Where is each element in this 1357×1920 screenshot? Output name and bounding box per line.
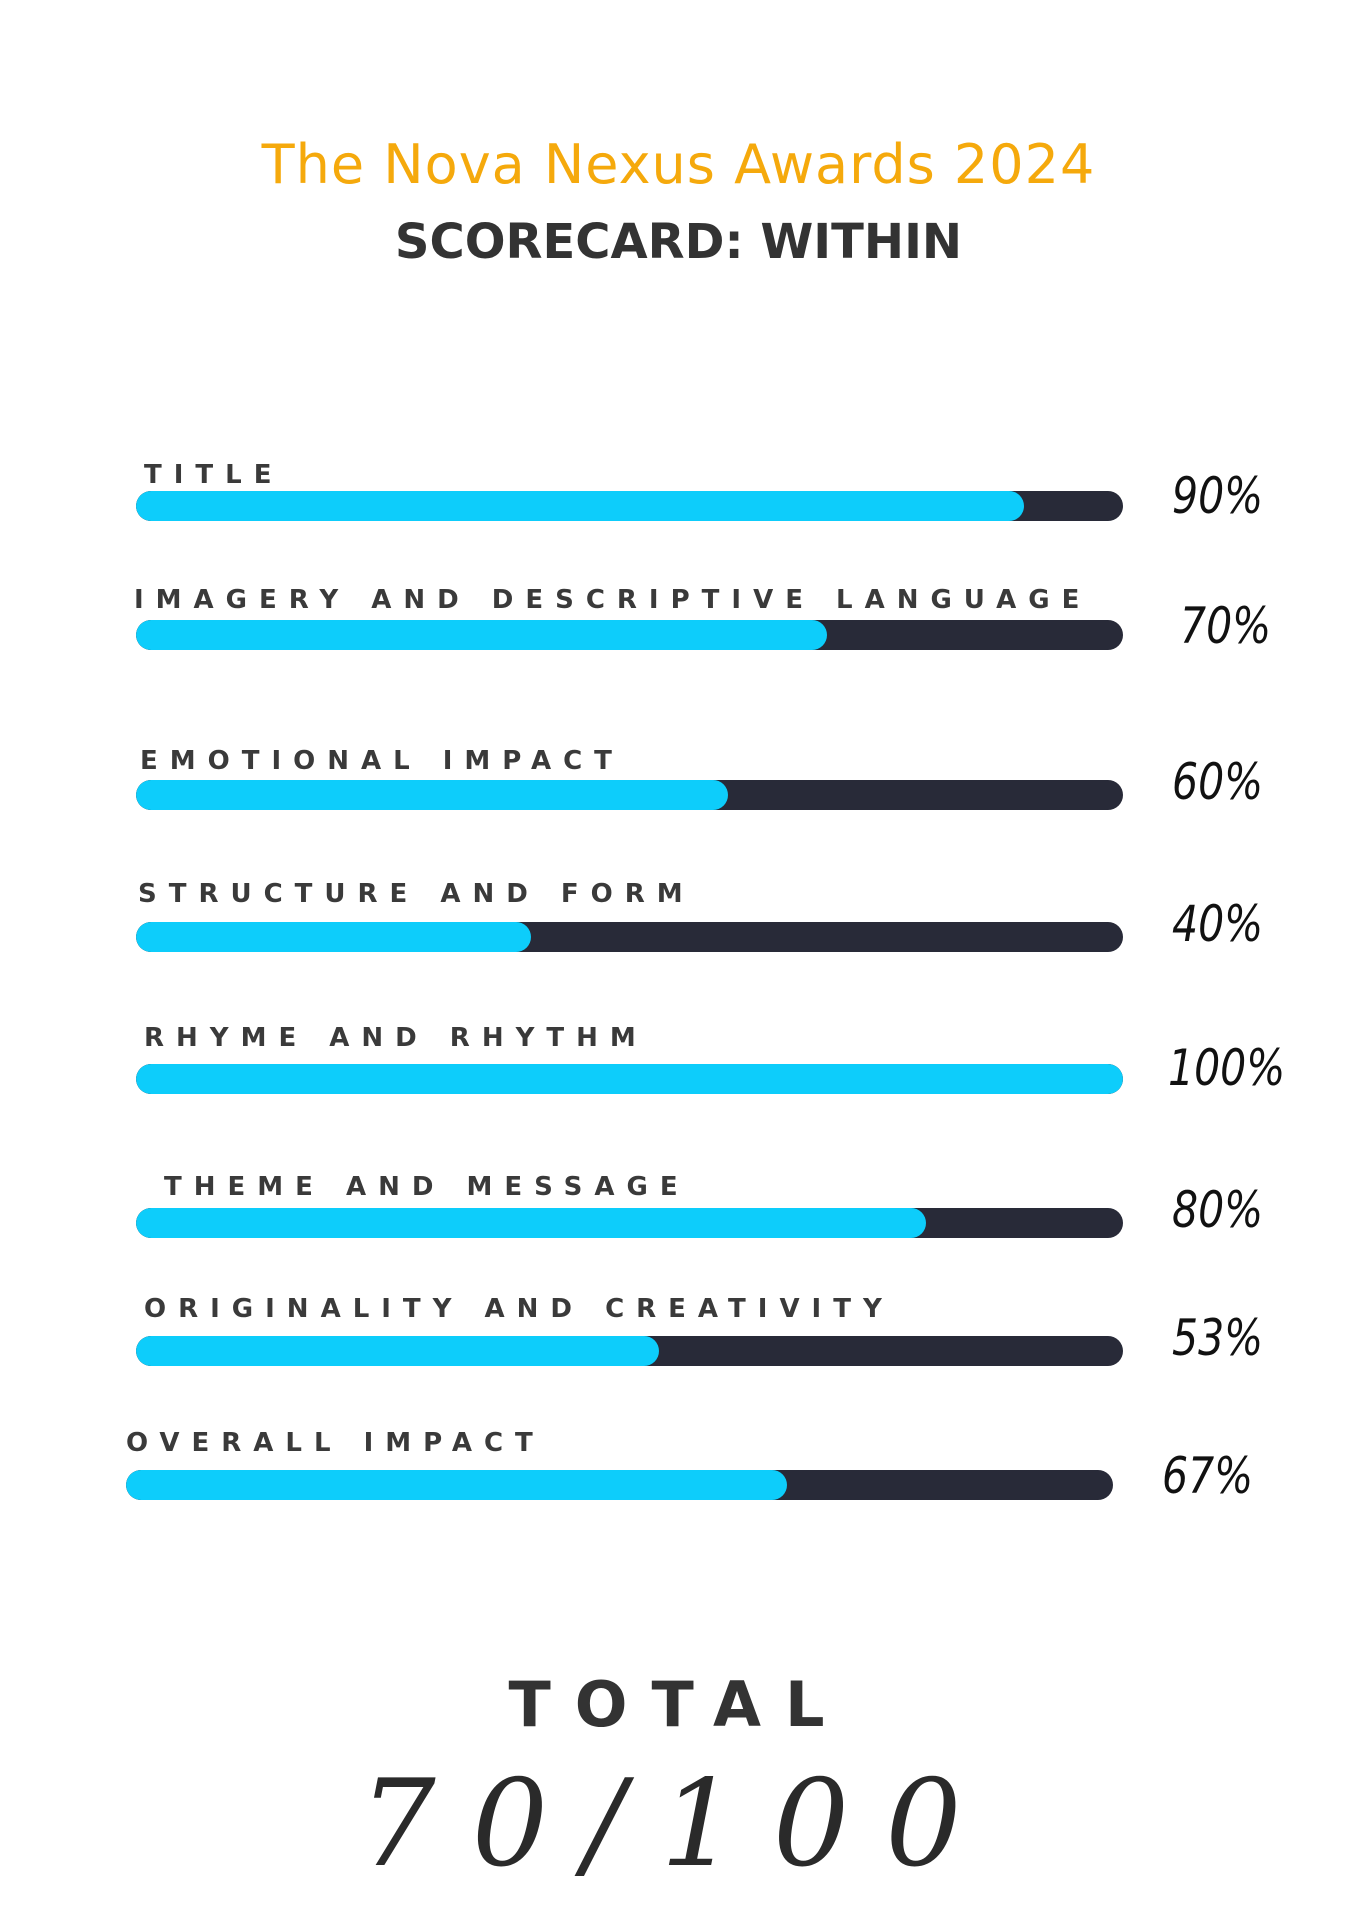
score-label: EMOTIONAL IMPACT bbox=[140, 746, 624, 776]
score-bar-track bbox=[136, 1336, 1123, 1366]
score-label: IMAGERY AND DESCRIPTIVE LANGUAGE bbox=[134, 585, 1092, 615]
score-value: 40% bbox=[1172, 895, 1264, 953]
score-label: RHYME AND RHYTHM bbox=[144, 1023, 648, 1053]
score-label: ORIGINALITY AND CREATIVITY bbox=[144, 1294, 894, 1324]
score-bar-fill bbox=[136, 922, 531, 952]
score-bar-fill bbox=[136, 620, 827, 650]
score-bar-track bbox=[136, 620, 1123, 650]
total-label: TOTAL bbox=[508, 1668, 849, 1741]
score-value: 80% bbox=[1172, 1181, 1264, 1239]
scorecard-title: SCORECARD: WITHIN bbox=[394, 214, 963, 270]
score-value: 70% bbox=[1180, 597, 1272, 655]
score-bar-fill bbox=[136, 1064, 1123, 1094]
score-label: TITLE bbox=[144, 460, 284, 490]
score-bar-track bbox=[136, 1208, 1123, 1238]
score-label: STRUCTURE AND FORM bbox=[138, 879, 695, 909]
award-title: The Nova Nexus Awards 2024 bbox=[261, 133, 1096, 196]
score-bar-fill bbox=[136, 491, 1025, 521]
score-value: 53% bbox=[1172, 1309, 1264, 1367]
score-bar-fill bbox=[136, 1208, 926, 1238]
score-bar-track bbox=[136, 491, 1123, 521]
score-value: 60% bbox=[1172, 753, 1264, 811]
score-value: 90% bbox=[1172, 467, 1264, 525]
score-bar-fill bbox=[126, 1470, 788, 1500]
score-bar-track bbox=[136, 1064, 1123, 1094]
score-label: OVERALL IMPACT bbox=[126, 1428, 545, 1458]
score-bar-fill bbox=[136, 1336, 660, 1366]
score-value: 100% bbox=[1168, 1039, 1286, 1097]
score-bar-track bbox=[136, 922, 1123, 952]
score-bar-fill bbox=[136, 780, 729, 810]
score-bar-track bbox=[126, 1470, 1113, 1500]
score-value: 67% bbox=[1162, 1447, 1254, 1505]
total-value: 70/100 bbox=[359, 1755, 998, 1894]
score-bar-track bbox=[136, 780, 1123, 810]
score-label: THEME AND MESSAGE bbox=[164, 1172, 690, 1202]
